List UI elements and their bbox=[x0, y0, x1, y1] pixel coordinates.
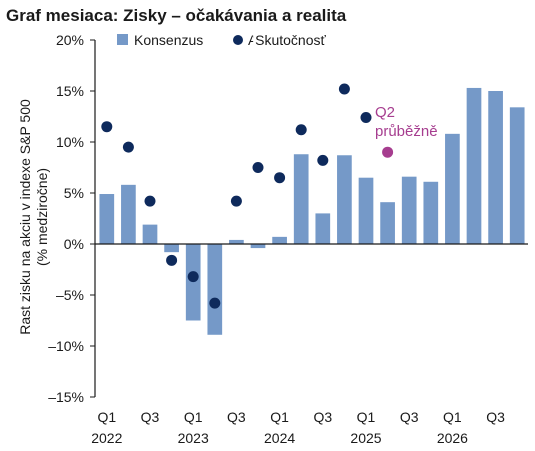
annotation-q2: Q2 průběžně bbox=[375, 104, 438, 158]
axes-group bbox=[90, 39, 528, 398]
bar-konsenzus-16 bbox=[445, 133, 460, 244]
bar-konsenzus-14 bbox=[401, 176, 417, 244]
y-tick-label: 0% bbox=[64, 236, 84, 252]
dot-skutocnost-9 bbox=[295, 124, 307, 136]
x-tick-quarter: Q1 bbox=[184, 409, 203, 425]
bar-konsenzus-9 bbox=[293, 154, 309, 244]
bar-konsenzus-13 bbox=[380, 202, 395, 244]
bar-konsenzus-1 bbox=[121, 184, 136, 244]
x-tick-labels: Q1 Q3 Q1 Q3 Q1 Q3 Q1 Q3 Q1 Q3 2022 2023 2024 2025 2026 bbox=[91, 409, 505, 446]
bar-konsenzus-0 bbox=[99, 194, 115, 244]
legend-swatch-skutocnost bbox=[233, 35, 243, 45]
bar-konsenzus-17 bbox=[466, 87, 482, 244]
dot-skutocnost-7 bbox=[252, 162, 264, 173]
x-tick-year: 2025 bbox=[350, 430, 381, 446]
x-tick-quarter: Q3 bbox=[141, 409, 160, 425]
dot-skutocnost-2 bbox=[144, 195, 156, 207]
bar-konsenzus-8 bbox=[272, 236, 287, 244]
dot-skutocnost-3 bbox=[166, 254, 178, 266]
y-axis-title-line2: (% medziročne) bbox=[34, 168, 50, 266]
y-tick-label: 5% bbox=[64, 185, 84, 201]
y-tick-label: 10% bbox=[56, 134, 84, 150]
bar-konsenzus-2 bbox=[142, 224, 158, 244]
x-tick-quarter: Q1 bbox=[357, 409, 376, 425]
y-tick-labels: –15% –10% –5% 0% 5% 10% 15% 20% bbox=[48, 32, 84, 405]
chart-title: Graf mesiaca: Zisky – očakávania a reali… bbox=[6, 6, 347, 25]
bar-konsenzus-7 bbox=[250, 244, 266, 249]
x-tick-quarter: Q3 bbox=[313, 409, 332, 425]
dot-skutocnost-8 bbox=[274, 172, 286, 184]
x-tick-year: 2024 bbox=[264, 430, 295, 446]
annotation-label-line2: průběžně bbox=[375, 123, 438, 140]
y-tick-label: –15% bbox=[48, 389, 84, 405]
x-tick-quarter: Q3 bbox=[400, 409, 419, 425]
dot-skutocnost-10 bbox=[317, 154, 329, 166]
dot-series-group bbox=[101, 83, 372, 309]
y-tick-label: –10% bbox=[48, 338, 84, 354]
dot-skutocnost-6 bbox=[230, 195, 242, 207]
bar-konsenzus-6 bbox=[229, 239, 244, 244]
annotation-label-line1: Q2 bbox=[375, 104, 395, 121]
y-tick-label: 20% bbox=[56, 32, 84, 48]
bar-konsenzus-11 bbox=[337, 155, 352, 244]
dot-skutocnost-12 bbox=[360, 112, 372, 124]
legend-prefix-skutocnost: A bbox=[248, 32, 258, 48]
x-tick-quarter: Q1 bbox=[270, 409, 289, 425]
y-axis-title-line1: Rast zisku na akciu v indexe S&P 500 bbox=[17, 99, 33, 335]
x-tick-year: 2023 bbox=[178, 430, 209, 446]
legend: Konsenzus A Skutočnosť bbox=[117, 30, 344, 50]
bar-konsenzus-10 bbox=[315, 213, 331, 244]
y-tick-label: 15% bbox=[56, 83, 84, 99]
x-tick-year: 2022 bbox=[91, 430, 122, 446]
legend-label-konsenzus: Konsenzus bbox=[134, 32, 203, 48]
y-axis-title: Rast zisku na akciu v indexe S&P 500 (% … bbox=[17, 99, 50, 335]
bar-konsenzus-12 bbox=[358, 177, 374, 244]
bar-konsenzus-19 bbox=[509, 107, 525, 244]
dot-skutocnost-0 bbox=[101, 121, 113, 133]
x-tick-quarter: Q3 bbox=[227, 409, 246, 425]
legend-label-background bbox=[253, 30, 344, 50]
bar-konsenzus-18 bbox=[488, 91, 503, 244]
x-tick-quarter: Q3 bbox=[486, 409, 505, 425]
x-tick-quarter: Q1 bbox=[97, 409, 116, 425]
bar-konsenzus-5 bbox=[207, 244, 223, 335]
x-tick-quarter: Q1 bbox=[443, 409, 462, 425]
bar-konsenzus-4 bbox=[185, 244, 201, 321]
x-tick-year: 2026 bbox=[437, 430, 468, 446]
bar-konsenzus-3 bbox=[164, 244, 179, 253]
annotation-dot bbox=[382, 146, 394, 158]
y-tick-label: –5% bbox=[56, 287, 84, 303]
bar-series-group bbox=[99, 87, 525, 335]
legend-label-skutocnost: Skutočnosť bbox=[255, 32, 326, 48]
bar-konsenzus-15 bbox=[423, 181, 439, 244]
dot-skutocnost-4 bbox=[187, 271, 199, 283]
dot-skutocnost-1 bbox=[122, 141, 134, 153]
legend-swatch-konsenzus bbox=[117, 34, 128, 45]
dot-skutocnost-11 bbox=[338, 83, 350, 95]
dot-skutocnost-5 bbox=[209, 297, 221, 309]
